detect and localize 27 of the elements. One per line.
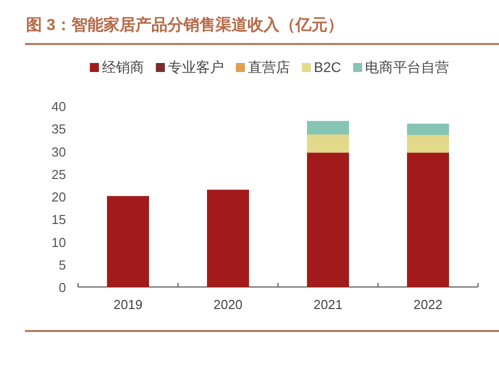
y-tick-label: 40 (52, 99, 66, 114)
x-tick-label: 2022 (414, 297, 442, 312)
legend-label: 电商平台自营 (365, 59, 450, 75)
y-tick-label: 5 (58, 257, 66, 272)
bar (107, 196, 149, 287)
x-tick-label: 2020 (214, 297, 242, 312)
legend-label: 专业客户 (168, 59, 224, 75)
legend-label: 经销商 (102, 59, 144, 75)
chart-title: 图 3：智能家居产品分销售渠道收入（亿元） (26, 15, 344, 34)
bar (307, 134, 349, 153)
y-tick-label: 35 (52, 122, 66, 137)
bar (207, 190, 249, 287)
y-tick-label: 20 (52, 190, 66, 204)
bar (407, 152, 449, 287)
x-tick-label: 2019 (114, 297, 142, 312)
y-tick-label: 10 (52, 234, 66, 250)
bar (307, 120, 349, 135)
y-tick-label: 0 (58, 280, 66, 295)
legend-label: B2C (314, 59, 342, 75)
y-tick-label: 30 (52, 144, 66, 160)
legend-label: 直营店 (248, 59, 290, 75)
bar (307, 152, 349, 287)
x-tick-label: 2021 (314, 297, 342, 312)
bar (407, 134, 449, 153)
bar (407, 124, 449, 135)
y-tick-label: 25 (52, 166, 66, 182)
y-tick-label: 15 (52, 212, 66, 228)
